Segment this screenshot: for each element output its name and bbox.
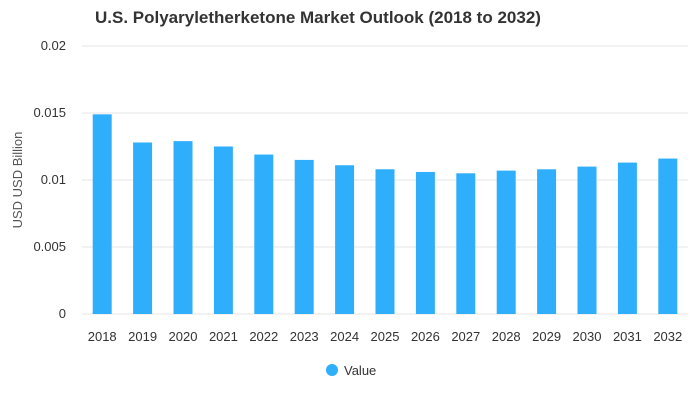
- x-tick-label: 2022: [249, 329, 278, 344]
- bar: [335, 165, 355, 314]
- bar: [173, 141, 193, 314]
- x-tick-label: 2031: [613, 329, 642, 344]
- bar: [415, 171, 435, 314]
- y-axis-title: USD USD Billion: [10, 132, 25, 229]
- y-tick-label: 0.005: [33, 239, 66, 254]
- legend-marker: [326, 364, 338, 376]
- x-tick-label: 2020: [169, 329, 198, 344]
- x-tick-label: 2032: [653, 329, 682, 344]
- bar: [456, 173, 476, 314]
- legend-label: Value: [344, 363, 376, 378]
- bar: [92, 114, 112, 314]
- bar: [496, 170, 516, 314]
- x-tick-label: 2024: [330, 329, 359, 344]
- y-tick-label: 0.02: [41, 38, 66, 53]
- x-tick-label: 2023: [290, 329, 319, 344]
- bar: [213, 146, 233, 314]
- x-tick-label: 2018: [88, 329, 117, 344]
- x-tick-label: 2026: [411, 329, 440, 344]
- x-tick-label: 2030: [573, 329, 602, 344]
- bar: [254, 154, 274, 314]
- x-tick-label: 2028: [492, 329, 521, 344]
- x-tick-label: 2019: [128, 329, 157, 344]
- chart-title: U.S. Polyaryletherketone Market Outlook …: [95, 8, 541, 27]
- y-tick-label: 0.015: [33, 105, 66, 120]
- bar: [375, 169, 395, 314]
- x-tick-label: 2029: [532, 329, 561, 344]
- x-tick-label: 2027: [451, 329, 480, 344]
- bar: [617, 162, 637, 314]
- bar: [133, 142, 153, 314]
- y-tick-label: 0.01: [41, 172, 66, 187]
- bar: [658, 158, 678, 314]
- bar: [537, 169, 557, 314]
- y-tick-label: 0: [59, 306, 66, 321]
- bar: [294, 159, 314, 314]
- x-tick-label: 2025: [371, 329, 400, 344]
- bar: [577, 166, 597, 314]
- x-tick-label: 2021: [209, 329, 238, 344]
